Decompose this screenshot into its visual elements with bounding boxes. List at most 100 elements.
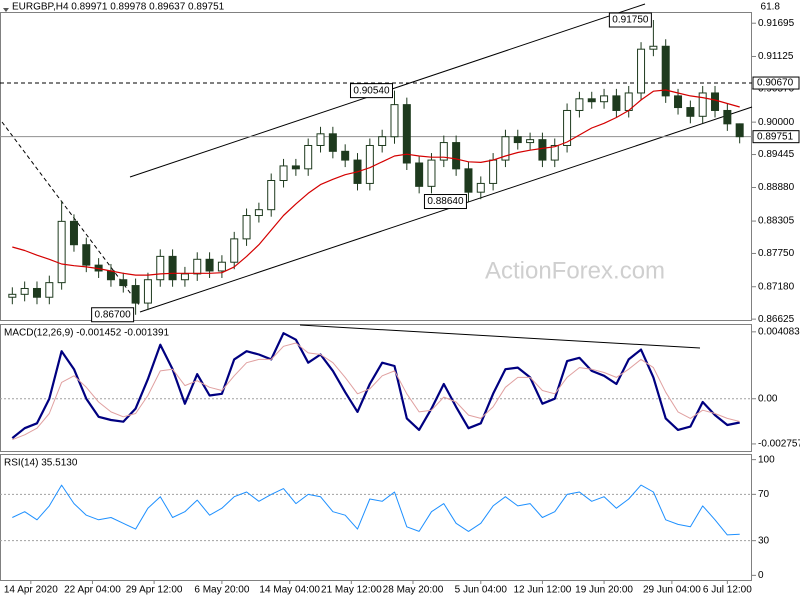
candle-body [452,142,461,170]
candle-body [267,180,276,211]
candle-body [637,48,646,94]
candle-body [464,168,473,193]
candle-body [328,133,337,152]
y-tick-label: 0.89445 [758,149,795,160]
candle-body [698,92,707,117]
candle-body [402,104,411,164]
candle-body [254,209,263,217]
candle-body [57,220,66,284]
annotation-label: 0.91750 [612,15,649,26]
price-level-box [752,76,800,90]
watermark: ActionForex.com [485,257,665,284]
y-tick-label: 0.91695 [758,18,795,29]
candle-body [489,159,498,184]
candle-body [415,162,424,187]
rsi-title: RSI(14) 35.5130 [4,458,78,469]
candle-body [711,92,720,111]
annotation-box [608,12,652,28]
candle-body [526,139,535,144]
y-tick-label: 0.88880 [758,182,795,193]
candle-body [279,165,288,182]
price-level-box [752,130,800,144]
candle-body [168,255,177,281]
candle-body [230,238,239,263]
symbol-icon [3,8,9,12]
candle-body [476,182,485,193]
candle-body [8,293,17,298]
candle-body [156,255,165,281]
x-tick-label: 6 May 20:00 [194,585,249,596]
candle-body [193,258,202,275]
price-panel [0,12,752,321]
macd-panel [0,324,752,452]
series-line [11,332,740,439]
candle-body [686,107,695,117]
fib-label: 61.8 [761,2,781,13]
y-tick-label: 0.90000 [758,117,795,128]
y-tick-label: 0.00 [758,393,778,404]
annotation-box [349,83,393,99]
candle-body [131,285,140,304]
candle-body [20,287,29,295]
candle-body [723,109,732,125]
candle-body [600,95,609,103]
x-tick-label: 5 Jun 04:00 [455,585,508,596]
candle-body [32,287,41,298]
series-line [12,484,740,536]
y-tick-label: 30 [758,535,770,546]
y-tick-label: 0.004083 [758,326,800,337]
candle-body [365,144,374,184]
candle-body [587,98,596,103]
series-line [12,342,740,441]
candle-body [612,95,621,111]
candle-body [205,258,214,272]
y-tick-label: 0 [758,570,764,581]
price-title: EURGBP,H4 0.89971 0.89978 0.89637 0.8975… [12,2,225,13]
candle-body [143,279,152,304]
rsi-panel [0,454,752,581]
x-tick-label: 14 May 04:00 [259,585,320,596]
channel-lower [139,106,753,313]
candle-body [501,136,510,161]
candle-body [45,282,54,298]
candle-body [304,144,313,170]
candle-body [69,220,78,246]
price-level-label: 0.89751 [757,131,794,142]
y-tick-label: 100 [758,454,775,465]
candle-body [390,104,399,138]
y-tick-label: 0.88305 [758,216,795,227]
candle-body [242,215,251,240]
x-tick-label: 19 Jun 20:00 [575,585,633,596]
y-tick-label: -0.002757 [758,439,800,450]
candle-body [550,144,559,161]
candle-body [538,139,547,161]
y-tick-label: 70 [758,489,770,500]
candle-body [180,273,189,281]
x-tick-label: 12 Jun 12:00 [514,585,572,596]
y-tick-label: 0.87750 [758,248,795,259]
macd-title: MACD(12,26,9) -0.001452 -0.001391 [4,328,170,339]
y-tick-label: 0.91125 [758,51,794,62]
candle-body [119,279,128,287]
x-tick-label: 21 May 12:00 [321,585,382,596]
candle-body [735,123,744,138]
annotation-box [423,194,467,210]
trend-line [1,121,141,307]
candle-body [649,45,658,50]
candle-body [291,165,300,170]
x-tick-label: 6 Jul 12:00 [703,585,752,596]
candle-body [316,133,325,146]
x-tick-label: 28 May 20:00 [383,585,444,596]
x-tick-label: 29 Apr 12:00 [126,585,183,596]
candle-body [674,95,683,109]
x-tick-label: 29 Jun 04:00 [643,585,701,596]
candle-body [427,159,436,187]
candle-body [575,98,584,111]
candle-body [563,109,572,146]
candle-body [341,150,350,161]
candle-body [82,244,91,266]
candle-body [217,261,226,272]
